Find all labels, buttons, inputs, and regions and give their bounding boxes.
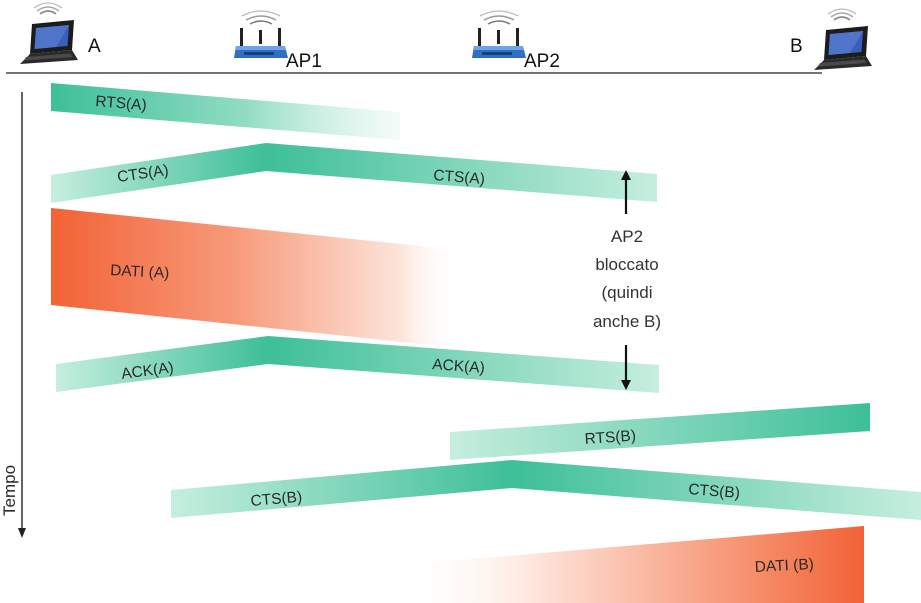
wifi-router-icon (471, 10, 527, 59)
note-line-4: anche B) (593, 312, 661, 331)
dati-b-frame: DATI (B) (400, 526, 864, 603)
ack-a-left-label: ACK(A) (120, 359, 174, 383)
dati-a-frame: DATI (A) (51, 208, 460, 348)
note-line-1: AP2 (611, 227, 643, 246)
cts-b-right-label: CTS(B) (688, 481, 741, 502)
node-ap1-label: AP1 (286, 51, 322, 72)
rts-a-frame: RTS(A) (51, 83, 400, 140)
node-ap1: AP1 (233, 10, 322, 72)
ap2-blocked-note: AP2 bloccato (quindi anche B) (593, 170, 661, 390)
cts-a-frame: CTS(A) CTS(A) (51, 143, 657, 203)
node-a-label: A (88, 36, 101, 57)
laptop-icon (813, 8, 873, 71)
dati-a-label: DATI (A) (110, 262, 170, 282)
cts-a-right-label: CTS(A) (433, 167, 486, 188)
ack-a-right-label: ACK(A) (432, 356, 486, 377)
rts-a-label: RTS(A) (95, 93, 148, 114)
ack-a-frame: ACK(A) ACK(A) (56, 336, 659, 393)
time-axis-label: Tempo (0, 465, 19, 516)
cts-b-left-label: CTS(B) (250, 489, 303, 510)
note-line-3: (quindi (601, 283, 652, 302)
laptop-icon (19, 2, 79, 65)
node-ap2: AP2 (471, 10, 560, 72)
node-b-label: B (790, 36, 803, 57)
node-b: B (790, 8, 873, 71)
dati-b-label: DATI (B) (754, 556, 814, 576)
note-line-2: bloccato (595, 255, 658, 274)
node-a: A (19, 2, 101, 65)
wifi-router-icon (233, 10, 289, 59)
rts-b-frame: RTS(B) (450, 403, 870, 460)
time-axis: Tempo (0, 92, 26, 538)
cts-b-frame: CTS(B) CTS(B) (171, 460, 921, 520)
node-ap2-label: AP2 (524, 51, 560, 72)
rts-b-label: RTS(B) (584, 427, 636, 448)
